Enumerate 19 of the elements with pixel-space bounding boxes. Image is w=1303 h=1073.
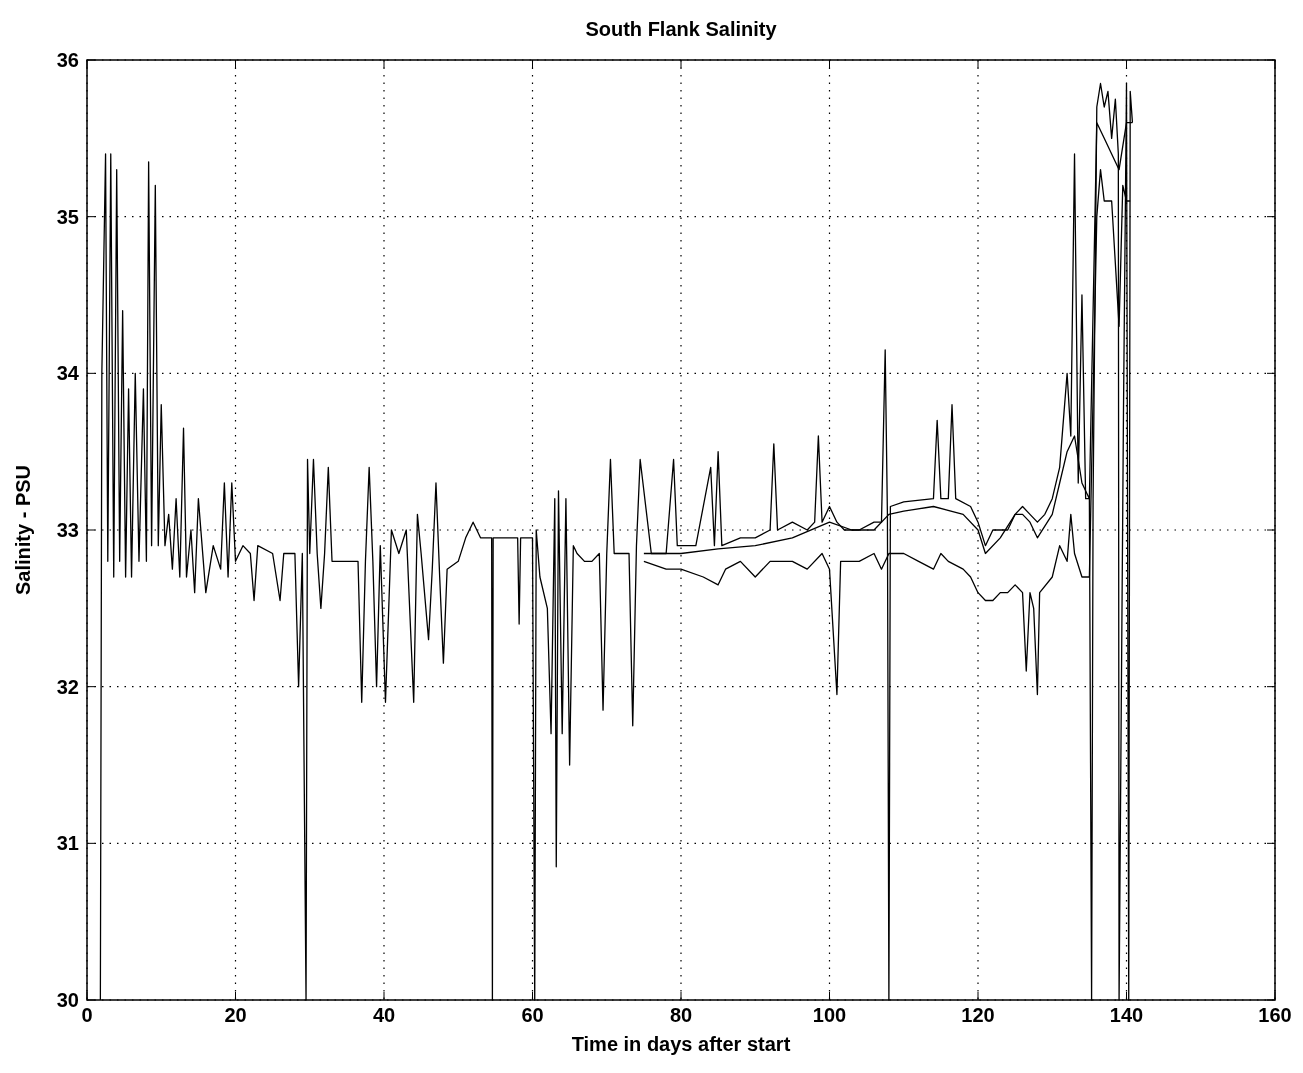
x-tick-label: 80 [669,1004,693,1026]
x-tick-label: 140 [1109,1004,1144,1026]
y-tick-label: 33 [56,519,79,541]
x-tick-label: 20 [224,1004,247,1026]
x-axis-title: Time in days after start [571,1033,791,1055]
y-tick-label: 32 [56,675,79,698]
y-tick-label: 31 [56,832,79,855]
chart-title: South Flank Salinity [585,18,778,40]
x-tick-label: 60 [521,1004,544,1026]
x-tick-label: 0 [81,1004,93,1026]
x-tick-label: 40 [372,1004,396,1026]
y-tick-label: 36 [56,49,79,71]
y-tick-label: 30 [56,989,79,1011]
y-axis-title: Salinity - PSU [12,464,34,596]
y-tick-label: 35 [56,205,79,228]
x-tick-label: 120 [961,1004,995,1026]
x-tick-label: 160 [1258,1004,1292,1026]
x-tick-label: 100 [812,1004,847,1026]
y-tick-label: 34 [56,362,80,385]
